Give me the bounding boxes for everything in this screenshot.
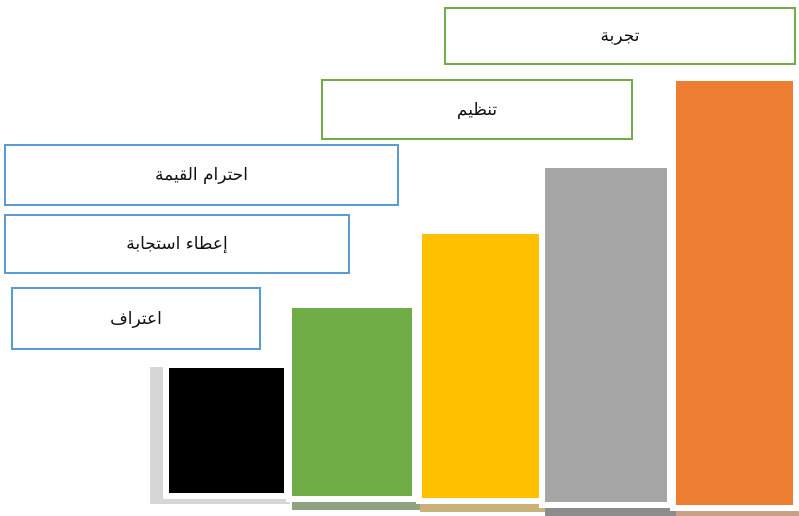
step-yellow-wrap bbox=[416, 228, 552, 512]
step-black-wrap bbox=[150, 362, 296, 504]
step-green-wrap bbox=[286, 302, 424, 510]
label-experience-text: تجربة bbox=[600, 26, 640, 46]
label-experience: تجربة bbox=[444, 7, 796, 65]
label-valuing-text: احترام القيمة bbox=[155, 165, 248, 185]
label-receiving: اعتراف bbox=[11, 287, 261, 350]
step-yellow bbox=[416, 228, 547, 504]
label-responding: إعطاء استجابة bbox=[4, 214, 350, 274]
label-organization: تنظيم bbox=[321, 79, 633, 140]
step-green bbox=[286, 302, 418, 502]
label-receiving-text: اعتراف bbox=[110, 308, 162, 329]
step-orange-wrap bbox=[670, 75, 799, 516]
label-valuing: احترام القيمة bbox=[4, 144, 399, 206]
step-gray-wrap bbox=[539, 162, 679, 516]
step-black bbox=[163, 362, 290, 499]
step-gray bbox=[539, 162, 673, 508]
step-orange bbox=[670, 75, 799, 511]
label-responding-text: إعطاء استجابة bbox=[126, 234, 228, 254]
label-organization-text: تنظيم bbox=[456, 99, 498, 120]
